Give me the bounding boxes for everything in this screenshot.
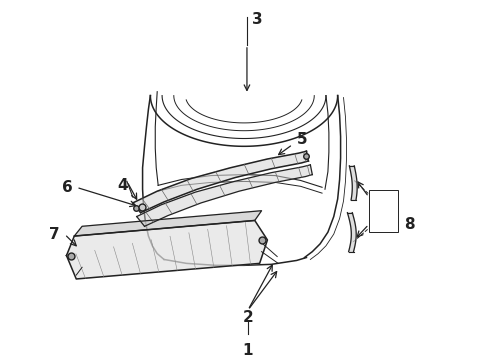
Polygon shape: [133, 151, 308, 213]
Text: 4: 4: [118, 177, 128, 193]
Text: 7: 7: [49, 226, 60, 242]
Polygon shape: [349, 166, 357, 200]
Bar: [369, 190, 398, 232]
Text: 1: 1: [243, 343, 253, 358]
Text: 8: 8: [404, 217, 415, 232]
Polygon shape: [137, 165, 312, 226]
Polygon shape: [74, 211, 262, 236]
Text: 3: 3: [252, 12, 263, 27]
Text: 6: 6: [62, 180, 73, 195]
Polygon shape: [67, 220, 268, 279]
Text: 2: 2: [243, 310, 253, 325]
Text: 5: 5: [297, 132, 307, 147]
Polygon shape: [347, 213, 356, 252]
